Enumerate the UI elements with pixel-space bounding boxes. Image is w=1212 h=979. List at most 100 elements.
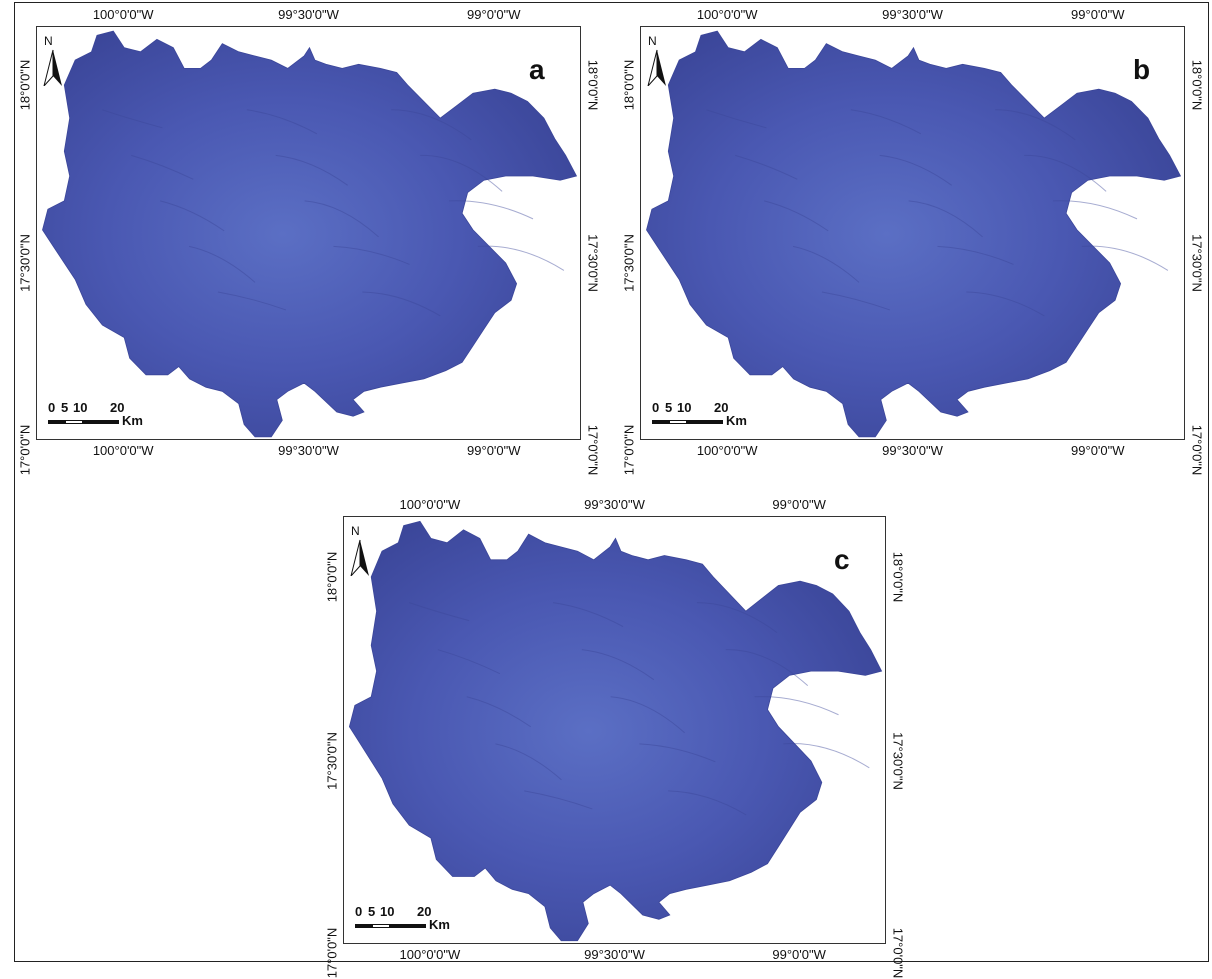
scale-tick-label: 10 — [380, 904, 395, 919]
terrain-texture — [696, 602, 778, 634]
top-longitude-label: 100°0'0"W — [399, 497, 461, 512]
top-longitude-label: 99°30'0"W — [882, 7, 943, 22]
bottom-longitude-label: 99°0'0"W — [772, 947, 826, 962]
terrain-texture — [275, 154, 349, 186]
terrain-texture — [581, 649, 655, 681]
map-frame — [36, 26, 581, 440]
top-longitude-label: 99°30'0"W — [278, 7, 339, 22]
terrain-texture — [821, 291, 891, 311]
panel-label: c — [834, 544, 850, 575]
right-latitude-label: 17°0'0"N — [890, 928, 906, 979]
terrain-texture — [1052, 200, 1138, 220]
left-latitude-label: 17°30'0"N — [324, 731, 340, 790]
scale-bar-segment — [372, 924, 390, 928]
panel-label: a — [529, 54, 545, 85]
scale-bar-segment — [669, 420, 687, 424]
scale-tick-label: 5 — [368, 904, 376, 919]
right-latitude-label: 17°0'0"N — [585, 424, 601, 476]
terrain-texture — [792, 245, 860, 283]
left-latitude-label: 18°0'0"N — [621, 60, 637, 111]
scale-tick-label: 0 — [48, 400, 56, 415]
terrain-texture — [437, 649, 501, 675]
scale-bar-segment — [48, 420, 65, 424]
scale-tick-label: 20 — [714, 400, 729, 415]
right-latitude-label: 17°30'0"N — [585, 234, 601, 293]
terrain-texture — [908, 200, 983, 238]
region-map — [348, 520, 883, 942]
right-latitude-label: 18°0'0"N — [1189, 60, 1205, 111]
terrain-texture — [764, 200, 829, 232]
right-latitude-label: 18°0'0"N — [890, 551, 906, 603]
north-label: N — [44, 34, 53, 48]
terrain-texture — [333, 245, 410, 265]
north-label: N — [351, 524, 360, 538]
terrain-texture — [754, 696, 839, 716]
terrain-texture — [188, 245, 256, 283]
scale-bar: 0 5 10 20 Km — [48, 400, 158, 430]
terrain-texture — [552, 602, 624, 628]
terrain-texture — [102, 109, 163, 129]
north-arrow-icon — [647, 49, 666, 87]
scale-bar-segment — [390, 924, 426, 928]
top-longitude-label: 99°0'0"W — [1071, 7, 1125, 22]
terrain-texture — [879, 154, 953, 186]
terrain-texture — [706, 109, 767, 129]
scale-unit-label: Km — [122, 413, 143, 428]
right-latitude-label: 18°0'0"N — [585, 60, 601, 111]
map-frame — [640, 26, 1185, 440]
scale-bar-segment — [652, 420, 669, 424]
terrain-texture — [362, 291, 441, 317]
right-latitude-label: 17°30'0"N — [890, 731, 906, 790]
terrain-texture — [160, 200, 225, 232]
top-longitude-label: 99°0'0"W — [467, 7, 521, 22]
scale-bar-segment — [355, 924, 372, 928]
left-latitude-label: 18°0'0"N — [324, 551, 340, 603]
region-shape — [646, 30, 1182, 438]
scale-tick-label: 5 — [61, 400, 69, 415]
scale-tick-label: 0 — [355, 904, 363, 919]
left-latitude-label: 17°0'0"N — [17, 424, 33, 476]
terrain-texture — [131, 154, 194, 180]
bottom-longitude-label: 100°0'0"W — [92, 443, 154, 458]
scale-tick-label: 5 — [665, 400, 673, 415]
terrain-texture — [1081, 245, 1169, 271]
terrain-texture — [639, 743, 716, 763]
scale-unit-label: Km — [429, 917, 450, 932]
bottom-longitude-label: 99°0'0"W — [467, 443, 521, 458]
top-longitude-label: 99°0'0"W — [772, 497, 826, 512]
scale-bar: 0 5 10 20 Km — [355, 904, 465, 934]
terrain-texture — [1024, 154, 1107, 192]
terrain-texture — [420, 154, 503, 192]
top-longitude-label: 100°0'0"W — [92, 7, 154, 22]
north-arrow: N — [347, 524, 373, 577]
panel-label: b — [1133, 54, 1151, 85]
terrain-texture — [246, 109, 318, 135]
scale-bar: 0 5 10 20 Km — [652, 400, 762, 430]
terrain-texture — [304, 200, 379, 238]
scale-bar-segment — [65, 420, 83, 424]
terrain-texture — [725, 649, 809, 687]
terrain-texture — [668, 790, 747, 816]
scale-tick-label: 20 — [110, 400, 125, 415]
terrain-texture — [217, 291, 287, 311]
right-latitude-label: 17°0'0"N — [1189, 424, 1205, 476]
scale-tick-label: 10 — [73, 400, 88, 415]
terrain-texture — [409, 602, 470, 622]
terrain-texture — [466, 696, 532, 728]
bottom-longitude-label: 99°30'0"W — [278, 443, 339, 458]
terrain-texture — [735, 154, 798, 180]
north-arrow-icon — [43, 49, 62, 87]
terrain-texture — [937, 245, 1014, 265]
left-latitude-label: 17°0'0"N — [621, 424, 637, 476]
region-map — [646, 30, 1182, 438]
region-shape — [42, 30, 578, 438]
terrain-texture — [391, 109, 472, 141]
top-longitude-label: 99°30'0"W — [584, 497, 645, 512]
terrain-texture — [448, 200, 534, 220]
bottom-longitude-label: 99°30'0"W — [882, 443, 943, 458]
scale-tick-label: 0 — [652, 400, 660, 415]
scale-tick-label: 20 — [417, 904, 432, 919]
terrain-texture — [783, 743, 870, 769]
terrain-texture — [610, 696, 685, 734]
left-latitude-label: 17°0'0"N — [324, 928, 340, 979]
